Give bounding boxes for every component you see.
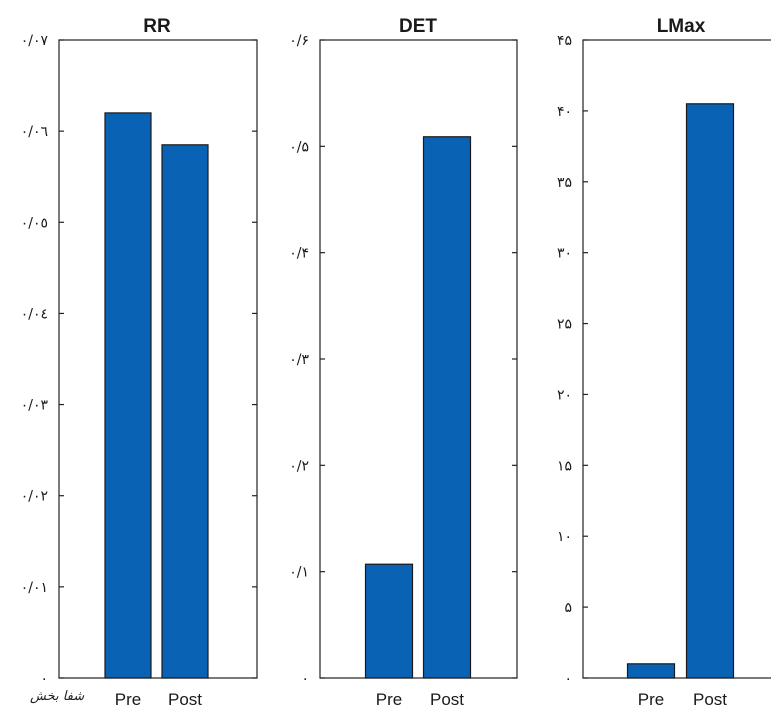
rr-x-tick-label: Post xyxy=(168,690,202,709)
lmax-ticks xyxy=(583,39,588,679)
lmax-y-tick-label: ۴٠ xyxy=(557,104,572,120)
rr-bars xyxy=(104,112,209,679)
rr-y-tick-label: ٠/٠٢ xyxy=(21,489,48,505)
lmax-y-tick-label: ٠ xyxy=(564,671,572,687)
rr-y-tick-labels: ٠ ٠/٠١ ٠/٠٢ ٠/٠٣ ٠/٠٤ ٠/٠٥ ٠/٠٦ ٠/٠٧ xyxy=(21,33,49,687)
lmax-x-tick-label: Post xyxy=(693,690,727,709)
det-bar-post xyxy=(422,136,472,679)
det-y-tick-labels: ٠ ٠/١ ٠/٢ ٠/٣ ٠/۴ ٠/۵ ٠/۶ xyxy=(289,33,309,687)
lmax-bar-pre xyxy=(626,663,676,679)
det-ticks xyxy=(320,39,517,679)
lmax-y-tick-labels: ٠ ۵ ١٠ ١۵ ٢٠ ٢۵ ٣٠ ٣۵ ۴٠ ۴۵ xyxy=(557,33,572,687)
det-y-tick-label: ٠/٣ xyxy=(289,352,309,368)
lmax-panel: LMax ٠ ۵ ١٠ ١۵ ٢٠ ٢۵ ٣٠ ٣۵ ۴٠ ۴۵ Pre Post xyxy=(557,16,771,709)
lmax-y-tick-label: ٣٠ xyxy=(557,246,572,262)
det-bars xyxy=(364,136,472,679)
rr-axes-frame xyxy=(58,39,258,679)
lmax-title: LMax xyxy=(657,16,706,37)
lmax-y-tick-label: ۴۵ xyxy=(557,33,572,49)
det-y-tick-label: ٠/١ xyxy=(289,565,309,581)
rr-x-tick-labels: Pre Post xyxy=(115,690,203,709)
det-y-tick-label: ٠/٢ xyxy=(289,458,309,474)
lmax-y-tick-label: ۵ xyxy=(564,600,572,616)
rr-y-tick-label: ٠/٠٥ xyxy=(21,215,48,231)
det-bar-pre xyxy=(364,563,414,679)
det-title: DET xyxy=(399,16,437,37)
rr-y-tick-label: ٠/٠٤ xyxy=(21,306,48,322)
det-x-tick-labels: Pre Post xyxy=(376,690,465,709)
det-y-tick-label: ٠ xyxy=(301,671,309,687)
lmax-axes-frame xyxy=(582,39,771,679)
det-x-tick-label: Pre xyxy=(376,690,402,709)
rr-bar-post xyxy=(161,144,209,679)
det-y-tick-label: ٠/۴ xyxy=(289,246,309,262)
lmax-y-tick-label: ٢۵ xyxy=(557,317,572,333)
rr-y-tick-label: ٠/٠٦ xyxy=(21,124,48,140)
rr-x-tick-label: Pre xyxy=(115,690,141,709)
det-axes-frame xyxy=(319,39,518,679)
det-x-tick-label: Post xyxy=(430,690,464,709)
watermark-logo: شفا بخش xyxy=(30,689,85,704)
rr-y-tick-label: ٠ xyxy=(40,671,48,687)
lmax-x-tick-labels: Pre Post xyxy=(638,690,728,709)
lmax-x-tick-label: Pre xyxy=(638,690,664,709)
det-panel: DET ٠ ٠/١ ٠/٢ ٠/٣ ٠/۴ ٠/۵ ٠/۶ Pre Post xyxy=(289,16,518,709)
rr-y-tick-label: ٠/٠١ xyxy=(21,580,48,596)
lmax-y-tick-label: ١۵ xyxy=(557,458,572,474)
det-y-tick-label: ٠/۵ xyxy=(289,139,309,155)
lmax-y-tick-label: ١٠ xyxy=(557,529,572,545)
rr-ticks xyxy=(59,39,257,679)
rr-bar-pre xyxy=(104,112,152,679)
lmax-y-tick-label: ٢٠ xyxy=(557,387,572,403)
lmax-bar-post xyxy=(685,103,735,679)
lmax-bars xyxy=(626,103,735,679)
rr-panel: RR ٠ ٠/٠١ ٠/٠٢ ٠/٠٣ ٠/٠٤ ٠/٠٥ ٠/٠٦ ٠/٠٧ Pre Post xyxy=(21,16,258,709)
lmax-y-tick-label: ٣۵ xyxy=(557,175,572,191)
rr-y-tick-label: ٠/٠٧ xyxy=(21,33,49,49)
det-y-tick-label: ٠/۶ xyxy=(289,33,309,49)
rr-y-tick-label: ٠/٠٣ xyxy=(21,398,49,414)
rr-title: RR xyxy=(143,16,171,37)
